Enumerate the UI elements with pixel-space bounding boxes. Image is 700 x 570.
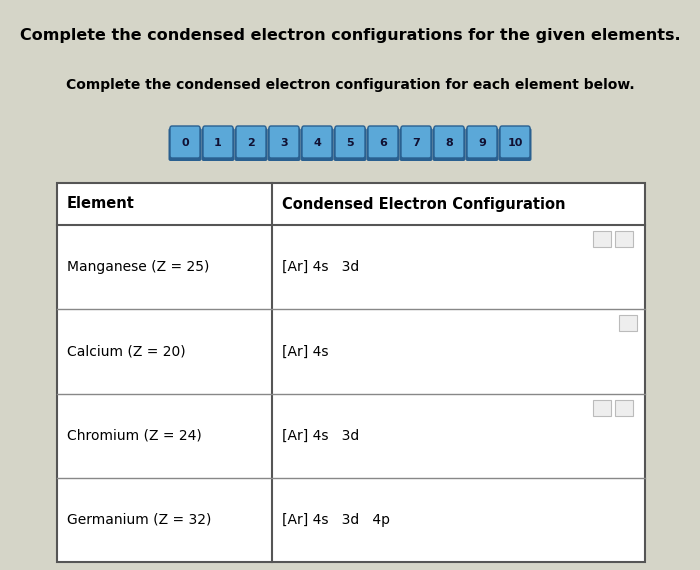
Text: Calcium (Z = 20): Calcium (Z = 20): [67, 344, 186, 359]
Text: 1: 1: [214, 138, 222, 148]
FancyBboxPatch shape: [500, 126, 530, 158]
Text: 3: 3: [280, 138, 288, 148]
FancyBboxPatch shape: [433, 128, 466, 161]
FancyBboxPatch shape: [333, 128, 367, 161]
Text: [Ar] 4s: [Ar] 4s: [281, 344, 328, 359]
FancyBboxPatch shape: [467, 126, 497, 158]
Text: 5: 5: [346, 138, 354, 148]
FancyBboxPatch shape: [269, 126, 299, 158]
FancyBboxPatch shape: [401, 126, 431, 158]
FancyBboxPatch shape: [202, 128, 235, 161]
Text: 6: 6: [379, 138, 387, 148]
FancyBboxPatch shape: [170, 126, 200, 158]
FancyBboxPatch shape: [169, 128, 202, 161]
FancyBboxPatch shape: [335, 126, 365, 158]
FancyBboxPatch shape: [368, 126, 398, 158]
Text: Complete the condensed electron configurations for the given elements.: Complete the condensed electron configur…: [20, 28, 680, 43]
Text: 8: 8: [445, 138, 453, 148]
Bar: [615, 231, 633, 247]
Bar: [57, 183, 645, 562]
FancyBboxPatch shape: [367, 128, 400, 161]
Text: 2: 2: [247, 138, 255, 148]
Text: Complete the condensed electron configuration for each element below.: Complete the condensed electron configur…: [66, 78, 634, 92]
FancyBboxPatch shape: [300, 128, 333, 161]
Text: 7: 7: [412, 138, 420, 148]
Text: [Ar] 4s   3d: [Ar] 4s 3d: [281, 260, 359, 274]
FancyBboxPatch shape: [400, 128, 433, 161]
Text: [Ar] 4s   3d: [Ar] 4s 3d: [281, 429, 359, 443]
FancyBboxPatch shape: [498, 128, 531, 161]
Text: Chromium (Z = 24): Chromium (Z = 24): [67, 429, 202, 443]
FancyBboxPatch shape: [267, 128, 300, 161]
Text: 9: 9: [478, 138, 486, 148]
Text: Germanium (Z = 32): Germanium (Z = 32): [67, 513, 211, 527]
FancyBboxPatch shape: [203, 126, 233, 158]
FancyBboxPatch shape: [434, 126, 464, 158]
FancyBboxPatch shape: [302, 126, 332, 158]
Text: [Ar] 4s   3d   4p: [Ar] 4s 3d 4p: [281, 513, 390, 527]
FancyBboxPatch shape: [234, 128, 267, 161]
Text: 10: 10: [508, 138, 523, 148]
Text: Condensed Electron Configuration: Condensed Electron Configuration: [281, 197, 565, 211]
Text: 0: 0: [181, 138, 189, 148]
Text: Element: Element: [67, 197, 135, 211]
Text: 4: 4: [313, 138, 321, 148]
Bar: [593, 400, 611, 416]
FancyBboxPatch shape: [236, 126, 266, 158]
Text: Manganese (Z = 25): Manganese (Z = 25): [67, 260, 209, 274]
Bar: [619, 315, 637, 331]
FancyBboxPatch shape: [466, 128, 498, 161]
Bar: [615, 400, 633, 416]
Bar: [593, 231, 611, 247]
